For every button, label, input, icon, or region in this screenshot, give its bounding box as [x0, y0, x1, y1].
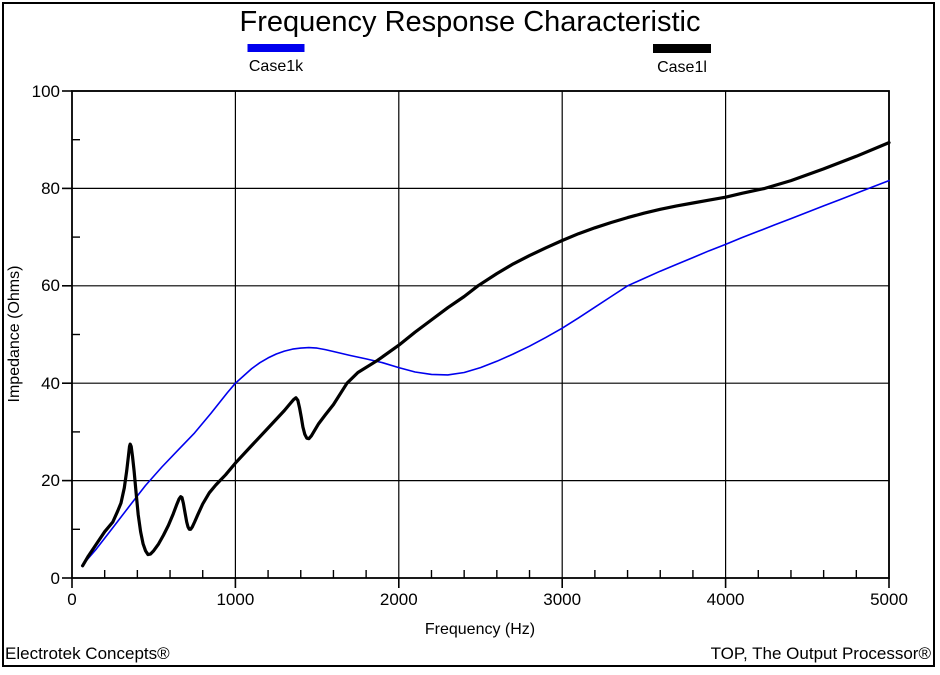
- x-tick-label-4000: 4000: [706, 590, 745, 609]
- x-tick-label-1000: 1000: [216, 590, 255, 609]
- legend-item-case1l: Case1l: [653, 44, 711, 76]
- plot-border: [71, 90, 890, 579]
- y-tick-label-0: 0: [50, 568, 60, 588]
- legend-swatch-case1k: [247, 44, 305, 52]
- x-tick-label-3000: 3000: [543, 590, 582, 609]
- legend-swatch-case1l: [653, 44, 711, 53]
- outer-border: [2, 2, 935, 667]
- x-axis-title: Frequency (Hz): [424, 621, 536, 638]
- legend-item-case1k: Case1k: [247, 44, 305, 75]
- series-curve-case1l: [81, 141, 891, 568]
- y-tick-label-60: 60: [41, 276, 60, 296]
- x-tick-label-0: 0: [67, 590, 77, 609]
- footer-right-brand: TOP, The Output Processor®: [710, 644, 931, 663]
- footer-left-brand: Electrotek Concepts®: [5, 644, 170, 663]
- y-tick-label-40: 40: [41, 373, 60, 393]
- x-tick-label-2000: 2000: [379, 590, 418, 609]
- legend-label-case1k: Case1k: [248, 58, 304, 75]
- legend-label-case1l: Case1l: [657, 59, 707, 76]
- y-axis-title: Impedance (Ohms): [6, 265, 23, 403]
- y-tick-label-20: 20: [41, 471, 60, 491]
- chart-title: Frequency Response Characteristic: [239, 6, 701, 38]
- y-tick-label-80: 80: [41, 178, 60, 198]
- y-tick-label-100: 100: [31, 81, 60, 101]
- series-curve-case1k: [81, 179, 890, 567]
- x-tick-label-5000: 5000: [870, 590, 908, 609]
